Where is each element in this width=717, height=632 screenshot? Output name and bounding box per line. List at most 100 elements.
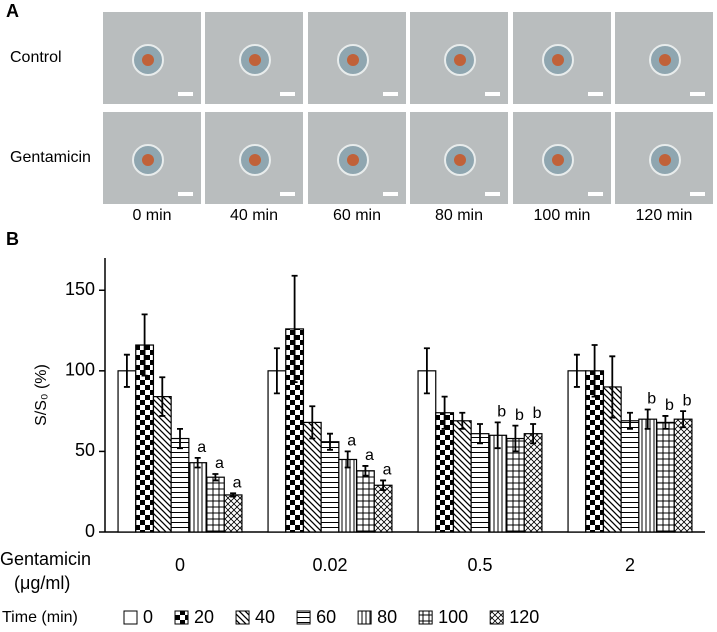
error-bar — [194, 456, 201, 469]
error-bar — [644, 408, 651, 430]
legend-swatch — [123, 610, 138, 625]
bar — [338, 458, 358, 533]
row-label: Gentamicin — [10, 149, 91, 166]
error-bar — [230, 492, 237, 498]
scale-bar — [383, 192, 398, 196]
error-bar — [159, 376, 166, 417]
bar — [620, 420, 640, 533]
error-bar — [327, 432, 333, 451]
cell-core — [249, 154, 261, 166]
bar — [170, 437, 190, 533]
error-bar — [591, 344, 598, 398]
x-tick-label: 0.5 — [467, 555, 492, 575]
cell-core — [142, 154, 154, 166]
legend-swatch — [296, 610, 311, 625]
legend-swatch — [489, 610, 504, 625]
bar — [567, 370, 587, 533]
error-bar — [573, 353, 580, 388]
column-label: 100 min — [534, 207, 591, 224]
scale-bar — [690, 192, 705, 196]
error-bar — [177, 427, 183, 450]
legend-swatch — [174, 610, 189, 625]
scale-bar — [280, 192, 295, 196]
significance-label: a — [233, 475, 242, 492]
significance-label: b — [647, 391, 656, 408]
legend-swatch — [418, 610, 433, 625]
x-tick-label: 2 — [625, 555, 635, 575]
error-bar — [627, 411, 633, 430]
cell-core — [347, 54, 359, 66]
bar — [673, 418, 693, 533]
error-bar — [273, 347, 280, 395]
y-tick-label: 0 — [85, 521, 95, 541]
bar — [223, 494, 243, 533]
significance-label: b — [665, 397, 674, 414]
significance-label: a — [215, 455, 224, 472]
significance-label: a — [197, 439, 206, 456]
cell-core — [659, 154, 671, 166]
panel-label: B — [6, 229, 19, 249]
cell-core — [249, 54, 261, 66]
significance-label: a — [347, 433, 356, 450]
scale-bar — [485, 92, 500, 96]
x-tick-label: 0 — [175, 555, 185, 575]
y-tick-label: 150 — [65, 279, 95, 299]
bar — [488, 434, 508, 533]
legend-label: 80 — [377, 607, 397, 627]
error-bar — [609, 355, 616, 419]
y-tick-label: 50 — [75, 440, 95, 460]
x-axis-label: Gentamicin — [0, 549, 91, 569]
scale-bar — [178, 192, 193, 196]
bar — [523, 433, 543, 533]
error-bar — [441, 395, 448, 430]
bar — [655, 421, 675, 533]
legend-label: 60 — [316, 607, 336, 627]
significance-label: b — [533, 405, 542, 422]
bar — [267, 370, 287, 533]
cell-core — [454, 154, 466, 166]
x-axis-label: (μg/ml) — [14, 573, 70, 593]
significance-label: b — [515, 407, 524, 424]
panel-label: A — [6, 1, 19, 21]
legend-label: 100 — [438, 607, 468, 627]
bar — [505, 437, 525, 533]
error-bar — [423, 347, 430, 395]
bar — [638, 418, 658, 533]
legend-label: 120 — [509, 607, 539, 627]
legend-title: Time (min) — [2, 609, 78, 626]
cell-core — [552, 54, 564, 66]
error-bar — [123, 353, 130, 388]
error-bar — [512, 424, 519, 453]
error-bar — [477, 423, 483, 445]
legend-label: 20 — [194, 607, 214, 627]
scale-bar — [588, 192, 603, 196]
y-tick-label: 100 — [65, 360, 95, 380]
bar — [452, 420, 472, 533]
column-label: 60 min — [333, 207, 381, 224]
legend-swatch — [357, 610, 372, 625]
scale-bar — [485, 192, 500, 196]
legend-label: 40 — [255, 607, 275, 627]
error-bar — [309, 405, 316, 440]
bar — [355, 470, 375, 533]
scale-bar — [690, 92, 705, 96]
bar — [205, 476, 225, 533]
error-bar — [212, 473, 219, 482]
cell-core — [142, 54, 154, 66]
column-label: 80 min — [435, 207, 483, 224]
column-label: 0 min — [132, 207, 171, 224]
row-label: Control — [10, 49, 62, 66]
error-bar — [530, 423, 537, 445]
cell-core — [347, 154, 359, 166]
bar — [188, 462, 208, 533]
bar — [470, 433, 490, 533]
scale-bar — [178, 92, 193, 96]
bar — [435, 412, 455, 533]
significance-label: a — [383, 462, 392, 479]
legend-label: 0 — [143, 607, 153, 627]
bar — [320, 441, 340, 533]
error-bar — [662, 415, 669, 430]
error-bar — [141, 313, 148, 377]
column-label: 120 min — [636, 207, 693, 224]
